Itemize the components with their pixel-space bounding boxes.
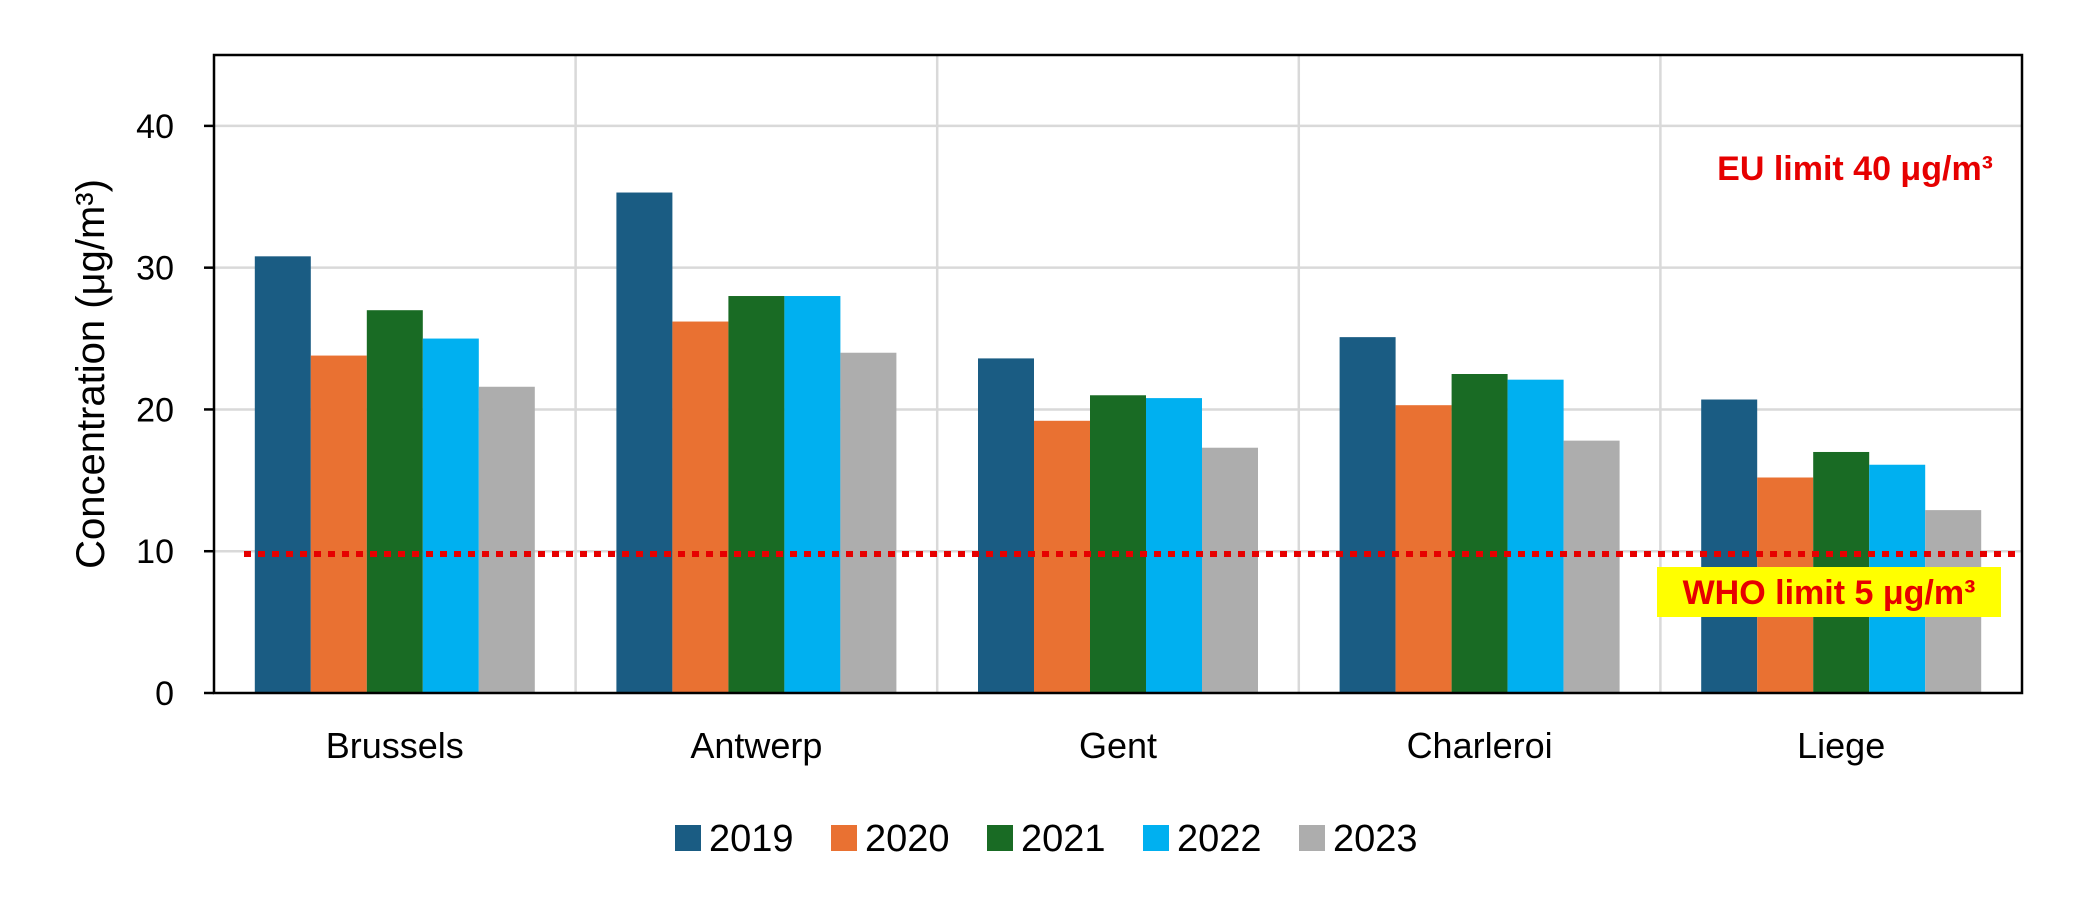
bar-charleroi-2023 [1563,440,1620,693]
y-tick-label: 30 [136,250,174,288]
legend-swatch-2019 [675,825,701,851]
bar-brussels-2021 [366,310,423,693]
bar-brussels-2023 [478,386,535,693]
bar-gent-2021 [1090,395,1146,693]
legend-label-2022: 2022 [1177,818,1262,860]
y-tick-label: 0 [155,675,174,713]
bar-gent-2019 [978,358,1034,693]
y-axis: 0 10 20 30 40 [136,108,214,713]
x-tick-label: Charleroi [1407,725,1553,766]
who-limit-highlight [1657,567,2001,617]
y-tick-label: 20 [136,391,174,429]
bar-charleroi-2021 [1451,374,1508,693]
bar-antwerp-2021 [728,296,785,693]
plot-frame [212,53,2024,695]
bar-antwerp-2023 [840,352,897,693]
legend-swatch-2021 [987,825,1013,851]
legend-label-2021: 2021 [1021,818,1106,860]
legend-label-2020: 2020 [865,818,950,860]
y-axis-title: Concentration (μg/m³) [69,179,113,569]
bar-gent-2022 [1146,398,1202,693]
bar-brussels-2020 [310,355,367,693]
who-limit-annotation: WHO limit 5 μg/m³ [1683,574,1976,612]
x-tick-label: Liege [1797,725,1885,766]
x-axis: Brussels Antwerp Gent Charleroi Liege [326,725,1885,766]
bar-charleroi-2022 [1507,379,1564,693]
x-tick-label: Gent [1079,725,1157,766]
legend: 2019 2020 2021 2022 2023 [675,818,1418,860]
bar-charleroi-2019 [1339,337,1396,693]
y-tick-label: 10 [136,533,174,571]
bar-antwerp-2020 [672,321,729,693]
bar-antwerp-2022 [784,296,841,693]
bar-liege-2019 [1701,399,1758,693]
bar-gent-2023 [1202,447,1258,693]
legend-label-2019: 2019 [709,818,794,860]
x-tick-label: Brussels [326,725,464,766]
bar-charleroi-2020 [1395,405,1452,693]
legend-label-2023: 2023 [1333,818,1418,860]
x-tick-label: Antwerp [690,725,822,766]
y-tick-label: 40 [136,108,174,146]
bar-antwerp-2019 [616,192,673,693]
bar-brussels-2022 [422,338,479,693]
legend-swatch-2022 [1143,825,1169,851]
legend-swatch-2023 [1299,825,1325,851]
eu-limit-annotation: EU limit 40 μg/m³ [1717,150,1993,188]
bar-brussels-2019 [254,256,311,693]
legend-swatch-2020 [831,825,857,851]
